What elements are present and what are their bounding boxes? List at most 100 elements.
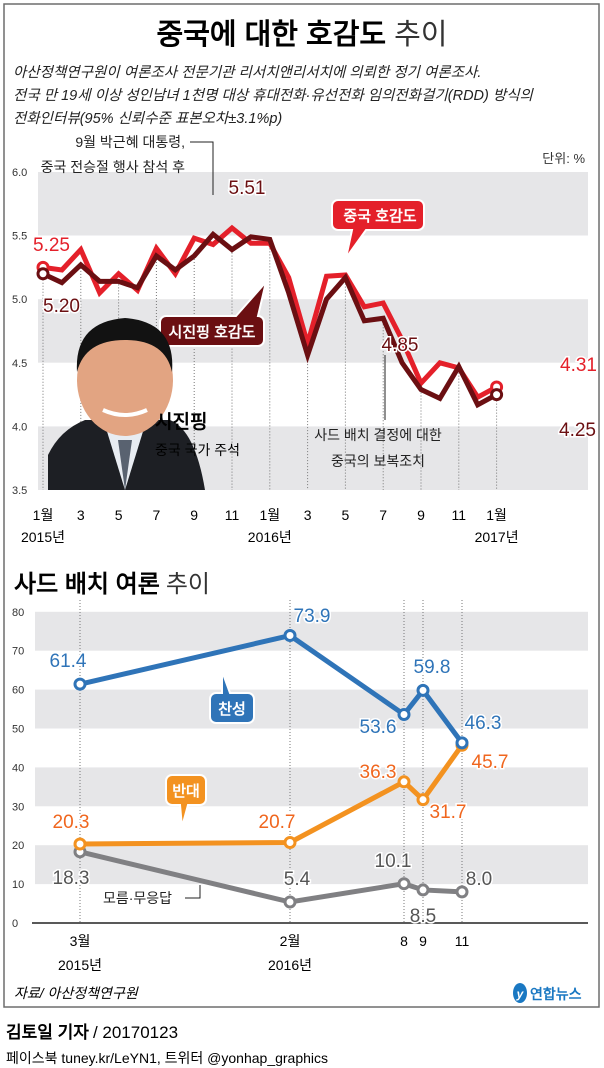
subtitle-line: 전화인터뷰(95% 신뢰수준 표본오차±3.1%p) <box>13 111 282 127</box>
social-links: 페이스북 tuney.kr/LeYN1, 트위터 @yonhap_graphic… <box>6 1050 328 1066</box>
data-point-marker <box>36 267 50 281</box>
grid-band <box>35 767 588 807</box>
y-tick-label: 5.5 <box>12 231 27 243</box>
y-tick-label: 6.0 <box>12 167 27 179</box>
data-label: 5.20 <box>43 296 80 317</box>
legend-china-favorability: 중국 호감도 <box>343 207 416 225</box>
byline: 김토일 기자/ 20170123 <box>6 1023 178 1042</box>
data-point-marker <box>416 793 430 807</box>
data-label: 10.1 <box>375 851 412 872</box>
xi-favorability-line <box>41 230 498 409</box>
y-tick-label: 5.0 <box>12 294 27 306</box>
data-point-marker <box>73 837 87 851</box>
x-tick-label: 3 <box>77 507 85 523</box>
thaad-chart-title: 사드 배치 여론 추이 <box>14 571 210 598</box>
annotation-park-visit: 9월 박근혜 대통령, <box>75 134 185 150</box>
data-label: 61.4 <box>50 651 87 672</box>
y-tick-label: 70 <box>12 646 24 658</box>
x-tick-label: 9 <box>417 507 425 523</box>
yonhap-logo: y 연합뉴스 <box>513 983 582 1003</box>
grid-band <box>35 611 588 651</box>
annotation-thaad-retaliation: 사드 배치 결정에 대한 <box>314 427 442 443</box>
subtitle: 아산정책연구원이 여론조사 전문기관 리서치앤리서치에 의뢰한 정기 여론조사.… <box>13 65 535 127</box>
annotation-park-visit: 중국 전승절 행사 참석 후 <box>41 159 185 175</box>
year-label: 2015년 <box>21 529 65 545</box>
data-point-marker <box>397 707 411 721</box>
data-point-marker <box>455 885 469 899</box>
page-title: 중국에 대한 호감도 추이 <box>157 18 448 51</box>
grid-band <box>35 845 588 885</box>
data-label: 59.8 <box>414 657 451 678</box>
y-tick-label: 20 <box>12 840 24 852</box>
x-tick-label: 7 <box>153 507 161 523</box>
y-tick-label: 3.5 <box>12 485 27 497</box>
support-callout <box>209 670 255 724</box>
year-label: 2016년 <box>248 529 292 545</box>
y-tick-label: 4.0 <box>12 421 27 433</box>
data-point-marker <box>455 736 469 750</box>
frame <box>3 3 600 1008</box>
data-label: 18.3 <box>53 868 90 889</box>
legend-oppose: 반대 <box>172 783 200 800</box>
data-label: 31.7 <box>430 802 467 823</box>
data-label: 20.7 <box>259 812 296 833</box>
annotation-thaad-retaliation: 중국의 보복조치 <box>331 453 425 469</box>
x-tick-label: 9 <box>190 507 198 523</box>
x-tick-label: 5 <box>115 507 123 523</box>
data-label: 20.3 <box>53 812 90 833</box>
china-favorability-callout <box>331 199 425 259</box>
data-point-marker <box>283 835 297 849</box>
data-label: 5.25 <box>33 235 70 256</box>
data-label: 5.51 <box>229 178 266 199</box>
x-tick-label: 5 <box>342 507 350 523</box>
data-label: 4.31 <box>560 355 597 376</box>
x-tick-label: 7 <box>379 507 387 523</box>
x-tick-label: 1월 <box>259 507 280 523</box>
y-tick-label: 10 <box>12 879 24 891</box>
data-point-marker <box>416 683 430 697</box>
x-tick-label: 11 <box>452 507 467 523</box>
xi-jinping-photo <box>48 318 205 490</box>
x-tick-label: 3 <box>304 507 312 523</box>
data-point-marker <box>283 895 297 909</box>
person-name: 시진핑 <box>155 411 207 433</box>
svg-text:y: y <box>516 987 525 1001</box>
year-label: 2016년 <box>268 957 312 973</box>
data-point-marker <box>397 775 411 789</box>
y-tick-label: 0 <box>12 918 18 930</box>
data-point-marker <box>416 883 430 897</box>
data-label: 4.25 <box>559 420 596 441</box>
subtitle-line: 아산정책연구원이 여론조사 전문기관 리서치앤리서치에 의뢰한 정기 여론조사. <box>13 65 481 81</box>
data-label: 53.6 <box>360 717 397 738</box>
x-tick-label: 11 <box>455 933 470 949</box>
y-tick-label: 60 <box>12 685 24 697</box>
source: 자료/ 아산정책연구원 <box>14 985 139 1001</box>
unit-label: 단위: % <box>542 151 585 166</box>
year-label: 2017년 <box>475 529 519 545</box>
grid-band <box>38 172 588 236</box>
data-label: 45.7 <box>472 752 509 773</box>
x-tick-label: 2월 <box>280 933 301 949</box>
grid-band <box>38 235 588 300</box>
data-label: 36.3 <box>360 762 397 783</box>
legend-leader-line <box>185 885 201 899</box>
y-tick-label: 50 <box>12 724 24 736</box>
y-tick-label: 30 <box>12 801 24 813</box>
y-tick-label: 40 <box>12 762 24 774</box>
legend-unknown: 모름·무응답 <box>103 890 172 906</box>
grid-band <box>35 689 588 729</box>
legend-support: 찬성 <box>218 700 246 718</box>
legend-xi-favorability: 시진핑 호감도 <box>169 323 256 341</box>
data-point-marker <box>73 677 87 691</box>
data-label: 4.85 <box>382 335 419 356</box>
annotation-leader-line <box>190 141 214 195</box>
x-tick-label: 9 <box>419 933 427 949</box>
oppose-callout <box>165 774 207 828</box>
subtitle-line: 전국 만 19세 이상 성인남녀 1천명 대상 휴대전화·유선전화 임의전화걸기… <box>13 87 535 104</box>
year-label: 2015년 <box>58 957 102 973</box>
person-role: 중국 국가 주석 <box>155 442 240 458</box>
data-label: 46.3 <box>465 713 502 734</box>
data-label: 5.4 <box>284 869 311 890</box>
x-tick-label: 1월 <box>33 507 54 523</box>
